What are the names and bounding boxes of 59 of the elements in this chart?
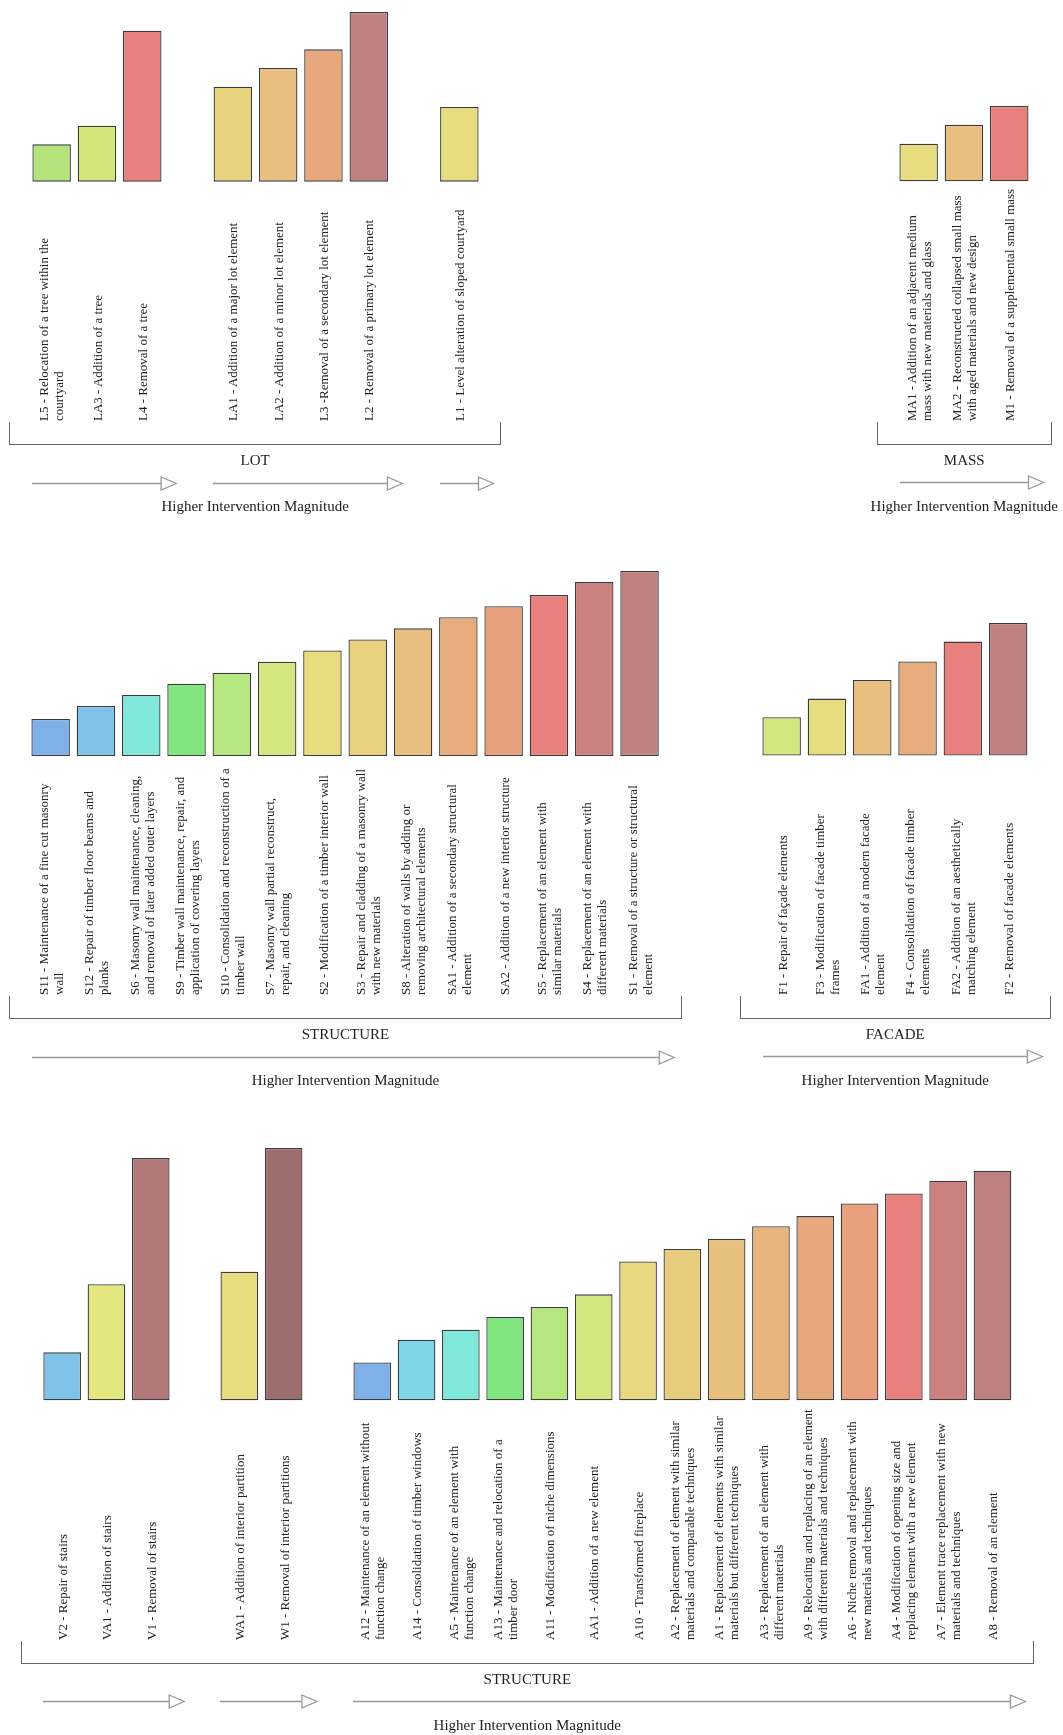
x-tick-label: S10 - Consolidation and reconstruction of a timber wall [217,767,248,995]
text: Higher Intervention Magnitude [251,1071,440,1089]
x-tick-label: A3 - Replacement of an element with different materials [755,1444,786,1640]
x-tick-label: A4 - Modification of opening size and replacing element with a new element [888,1439,919,1640]
x-tick-label: A11 - Modification of niche dimensions [541,1430,557,1640]
x-tick-label: L2 - Removal of a primary lot element [360,218,376,421]
x-tick-label: L5 - Relocation of a tree within the courtyard [36,236,67,421]
x-tick-label: V2 - Repair of stairs [54,1532,70,1640]
x-tick-label: F1 - Repair of façade elements [774,834,790,995]
x-tick-label: S9 - Timber wall maintenance, repair, and application of covering layers [171,775,202,995]
x-tick-label: A5 - Maintenance of an element with function change [445,1444,476,1640]
x-tick-label: S11 - Maintenance of a fine cut masonry wall [35,782,66,995]
x-tick-label: W1 - Removal of interior partitions [276,1454,291,1640]
x-tick-label: S6 - Masonry wall maintenance, cleaning, and removal of later added outer layers [126,774,157,995]
x-tick-label: A14 - Consolidation of timber windows [408,1431,424,1640]
text: Higher Intervention Magnitude [870,497,1059,515]
x-tick-label: S4 - Replacement of an element with different materials [579,801,610,995]
x-tick-label: AA1 - Addition of a new element [585,1464,601,1640]
x-tick-label: S7 - Masonry wall partial reconstruct, repair, and cleaning [262,796,293,995]
x-tick-label: A10 - Transformed fireplace [630,1490,646,1640]
x-tick-label: LA1 - Addition of a major lot element [224,221,240,421]
x-axis-title: MASS [943,451,985,469]
x-tick-label: A12 - Maintenance of an element without function change [357,1421,388,1640]
x-tick-label: S12 - Repair of timber floor beams and planks [81,790,112,995]
x-tick-label: LA3 - Addition of a tree [89,294,105,421]
x-axis-title: STRUCTURE [483,1670,572,1688]
x-tick-label: A1 - Replacement of elements with similar materials but different techniques [711,1415,742,1640]
x-tick-label: S3 - Repair and cladding of a masonry wall with new materials [352,768,383,995]
x-tick-label: A7 - Element trace replacement with new materials and techniques [932,1422,963,1640]
x-tick-label: A2 - Replacement of element with similar materials and comparable techniques [666,1420,697,1640]
text: Higher Intervention Magnitude [161,497,349,515]
x-tick-label: F4 - Consolidation of facade timber elements [902,808,933,995]
x-tick-label: S5 - Replacement of an element with similar materials [534,801,565,995]
x-tick-label: S8 - Alteration of walls by adding or removing architectural elements [398,803,429,995]
x-axis-title: FACADE [865,1025,925,1043]
x-tick-label: M1 - Removal of a supplemental small mass [1001,187,1017,421]
x-tick-label: LA2 - Addition of a minor lot element [270,221,286,421]
x-tick-label: F3 - Modification of facade timber frames [812,813,843,995]
x-tick-label: SA2 - Addition of a new interior structure [496,776,512,995]
x-tick-label: S1 - Removal of a structure or structural element [624,784,655,995]
x-tick-label: A13 - Maintenance and relocation of a timber door [489,1438,520,1640]
x-tick-label: MA1 - Addition of an adjacent medium mass with new materials and glass [903,214,934,421]
x-tick-label: WA1 - Addition of interior partition [231,1453,247,1640]
x-axis-title: STRUCTURE [301,1025,390,1043]
x-tick-label: L3 -Removal of a secondary lot element [315,210,331,421]
x-tick-label: S2 - Modification of a timber interior wall [315,774,331,995]
text: Higher Intervention Magnitude [433,1716,622,1734]
x-tick-label: SA1 - Addition of a secondary structural element [443,783,474,995]
x-tick-label: L4 - Removal of a tree [134,301,150,421]
x-tick-label: F2 - Removal of facade elements [1000,821,1016,995]
x-tick-label: MA2 - Reconstructed collapsed small mass with aged materials and new design [948,194,979,421]
x-tick-label: A8 - Removal of an element [984,1491,1000,1640]
x-tick-label: L1 - Level alteration of sloped courtyard [451,208,467,421]
x-tick-label: FA2 - Addition of an aesthetically matching element [947,817,978,995]
x-tick-label: FA1 - Addition of a modern facade element [857,812,888,995]
x-tick-label: VA1 - Addition of stairs [98,1514,114,1640]
x-tick-label: V1 - Removal of stairs [143,1520,159,1640]
x-axis-title: LOT [240,451,270,469]
text: Higher Intervention Magnitude [801,1071,990,1089]
